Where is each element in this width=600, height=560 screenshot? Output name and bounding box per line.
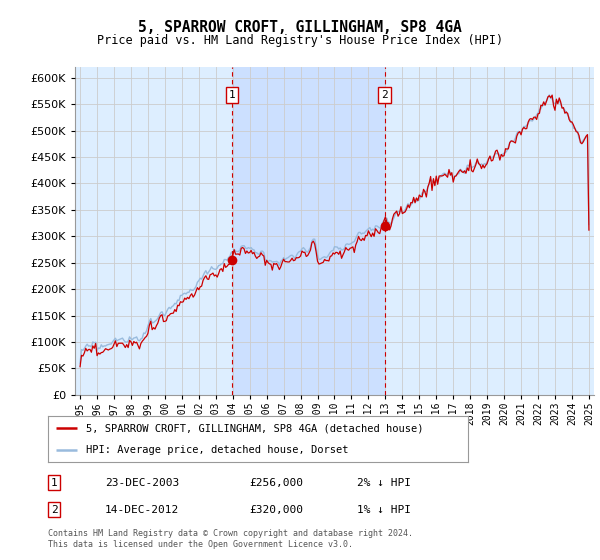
Text: 2: 2 (50, 505, 58, 515)
Bar (232, 67, 385, 395)
Text: 5, SPARROW CROFT, GILLINGHAM, SP8 4GA: 5, SPARROW CROFT, GILLINGHAM, SP8 4GA (138, 20, 462, 35)
Text: 1% ↓ HPI: 1% ↓ HPI (357, 505, 411, 515)
Text: Contains HM Land Registry data © Crown copyright and database right 2024.
This d: Contains HM Land Registry data © Crown c… (48, 529, 413, 549)
Text: 2% ↓ HPI: 2% ↓ HPI (357, 478, 411, 488)
Text: 2: 2 (381, 90, 388, 100)
Text: HPI: Average price, detached house, Dorset: HPI: Average price, detached house, Dors… (86, 445, 348, 455)
Text: 1: 1 (50, 478, 58, 488)
Text: £256,000: £256,000 (249, 478, 303, 488)
Text: 14-DEC-2012: 14-DEC-2012 (105, 505, 179, 515)
Text: 5, SPARROW CROFT, GILLINGHAM, SP8 4GA (detached house): 5, SPARROW CROFT, GILLINGHAM, SP8 4GA (d… (86, 423, 424, 433)
Text: 1: 1 (229, 90, 236, 100)
Text: 23-DEC-2003: 23-DEC-2003 (105, 478, 179, 488)
Text: £320,000: £320,000 (249, 505, 303, 515)
Text: Price paid vs. HM Land Registry's House Price Index (HPI): Price paid vs. HM Land Registry's House … (97, 34, 503, 46)
